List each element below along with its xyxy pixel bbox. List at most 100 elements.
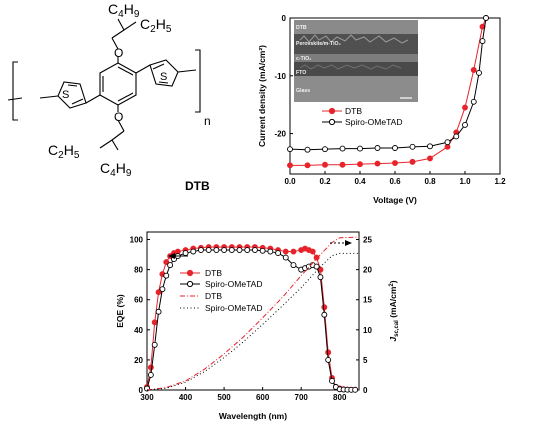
jv-axis-ticks: 0.0 0.2 0.4 0.6 0.8 1.0 1.2 0 -10 -20: [274, 14, 506, 186]
eqe-series-line-2: [146, 236, 360, 391]
eqe-y-tick-label: 100: [130, 236, 144, 245]
jv-data-point: [409, 158, 416, 165]
sub-top-c4h9: C4H9: [108, 1, 140, 20]
jv-chart: DTB Perovskite/m-TiO₂ c-TiO₂ FTO Glass 0…: [257, 14, 506, 205]
eqe-x-tick-label: 500: [217, 393, 231, 402]
jv-y-axis-label: Current density (mA/cm²): [257, 45, 267, 147]
eqe-left-y-axis-label: EQE (%): [115, 294, 125, 328]
eqe-x-axis-label: Wavelength (nm): [219, 411, 287, 421]
sem-inset-image: DTB Perovskite/m-TiO₂ c-TiO₂ FTO Glass: [294, 20, 418, 102]
eqe-y-tick-label: 40: [134, 326, 143, 335]
left-axis-arrow: [168, 253, 188, 259]
eqe-data-point: [352, 386, 359, 393]
eqe-plot-frame: [146, 231, 360, 391]
eqe-chart: 300 400 500 600 700 800 0 20 40 60 80 100 0 5 10 15 20 25…: [115, 231, 400, 421]
eqe-x-tick-label: 400: [179, 393, 193, 402]
eqe-data-point: [213, 247, 220, 254]
jv-y-tick-label: 0: [282, 14, 287, 23]
eqe-y-right-tick-label: 10: [363, 326, 372, 335]
jv-data-point: [483, 15, 489, 21]
eqe-data-point: [155, 289, 162, 296]
eqe-data-point: [190, 248, 197, 255]
sub-top-c2h5: C2H5: [140, 16, 172, 35]
eqe-data-point: [267, 248, 274, 255]
eqe-data-point: [282, 254, 289, 261]
eqe-y-right-tick-label: 5: [363, 356, 368, 365]
eqe-x-tick-label: 800: [333, 393, 347, 402]
eqe-data-point: [147, 364, 154, 371]
eqe-series-line-0: [146, 246, 356, 391]
eqe-data-point: [147, 372, 154, 378]
inset-label-perovskite: Perovskite/m-TiO₂: [296, 41, 342, 47]
eqe-data-point: [182, 250, 189, 257]
inset-label-dtb: DTB: [296, 25, 307, 31]
jv-data-point: [427, 143, 433, 150]
eqe-data-point: [163, 259, 170, 266]
jv-data-point: [322, 146, 328, 153]
sulfur-right-label: S: [160, 71, 167, 83]
thiophene-left: [57, 81, 87, 109]
eqe-data-point: [282, 248, 289, 255]
eqe-right-y-axis-label: Jsc,cal (mA/cm2): [388, 280, 400, 341]
oxygen-bottom-label: O: [114, 110, 123, 124]
jv-data-point: [427, 155, 433, 162]
right-axis-arrow: [330, 240, 352, 246]
eqe-y-tick-label: 80: [134, 266, 143, 275]
jv-data-point: [339, 145, 346, 152]
jv-legend-label-dtb: DTB: [345, 106, 362, 116]
jv-data-point: [392, 145, 398, 151]
jv-series: [287, 15, 489, 169]
eqe-y-right-tick-label: 25: [363, 236, 372, 245]
eqe-series-line-1: [146, 249, 356, 391]
jv-x-tick-label: 1.0: [459, 177, 471, 186]
eqe-data-point: [329, 378, 335, 384]
eqe-data-point: [321, 311, 328, 318]
jv-data-point: [287, 146, 293, 153]
jv-data-point: [304, 162, 311, 169]
eqe-legend: DTB Spiro-OMeTAD DTB Spiro-OMeTAD: [180, 268, 262, 313]
eqe-y-right-tick-label: 15: [363, 296, 372, 305]
eqe-data-point: [259, 247, 266, 254]
jv-data-point: [374, 160, 381, 167]
jv-series-line-1: [289, 17, 487, 151]
jv-data-point: [462, 104, 468, 111]
inset-label-glass: Glass: [296, 88, 310, 94]
eqe-data-point: [290, 248, 297, 255]
benzene-ring: [99, 62, 137, 106]
thiophene-right: [149, 59, 179, 87]
eqe-legend-label-spiro: Spiro-OMeTAD: [205, 279, 262, 289]
bracket-left: [12, 61, 18, 121]
eqe-x-tick-label: 600: [256, 393, 270, 402]
eqe-data-point: [317, 274, 324, 281]
eqe-y-right-tick-label: 0: [363, 386, 368, 395]
jv-data-point: [304, 146, 311, 153]
jv-data-point: [453, 133, 460, 140]
sub-bot-c2h5: C2H5: [48, 142, 80, 161]
jv-data-point: [357, 161, 363, 168]
eqe-legend-label-dtb: DTB: [205, 268, 222, 278]
eqe-legend-label-spiro-jsc: Spiro-OMeTAD: [205, 303, 262, 313]
eqe-data-point: [151, 341, 158, 348]
jv-x-tick-label: 0.6: [389, 177, 401, 186]
jv-y-tick-label: -10: [274, 72, 286, 81]
jv-data-point: [357, 145, 363, 152]
jv-x-tick-label: 0.0: [284, 177, 296, 186]
eqe-data-point: [151, 319, 158, 326]
jv-data-point: [409, 143, 416, 150]
jv-data-point: [322, 161, 328, 168]
eqe-data-point: [236, 247, 243, 254]
jv-data-point: [470, 67, 477, 73]
jv-x-axis-label: Voltage (V): [373, 195, 417, 205]
eqe-y-tick-label: 60: [134, 296, 143, 305]
eqe-data-point: [163, 272, 170, 279]
jv-data-point: [462, 121, 468, 128]
eqe-data-point: [205, 247, 212, 254]
jv-data-point: [287, 162, 293, 169]
eqe-data-point: [313, 263, 320, 270]
jv-data-point: [392, 160, 398, 166]
jv-x-tick-label: 0.2: [319, 177, 331, 186]
oxygen-top-label: O: [114, 46, 123, 60]
jv-data-point: [476, 69, 482, 76]
eqe-axis-ticks: 300 400 500 600 700 800 0 20 40 60 80 100 0 5 10 15 20 25: [130, 236, 373, 402]
